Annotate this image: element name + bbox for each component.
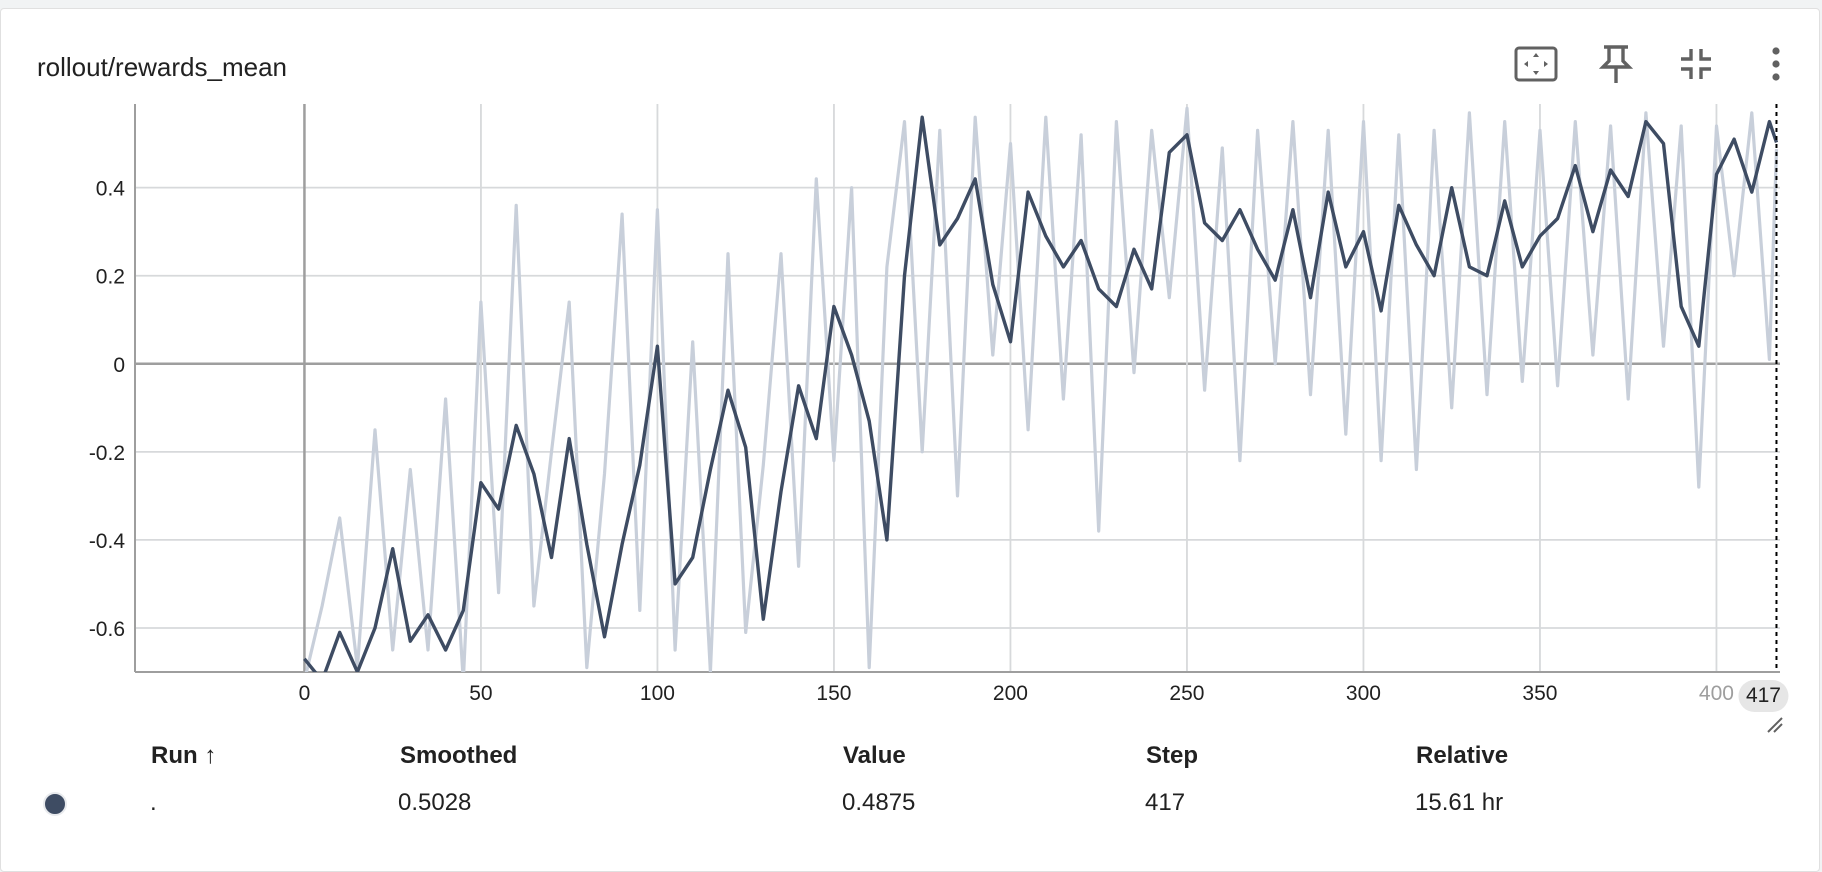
y-tick-label: 0 bbox=[113, 354, 125, 377]
x-tick-label: 150 bbox=[816, 682, 851, 705]
y-tick-label: -0.6 bbox=[89, 618, 125, 641]
header-value[interactable]: Value bbox=[843, 742, 906, 769]
pin-card-button[interactable] bbox=[1591, 39, 1641, 89]
fit-domain-button[interactable] bbox=[1511, 39, 1561, 89]
more-vert-icon bbox=[1772, 47, 1780, 81]
y-tick-label: -0.4 bbox=[89, 530, 126, 553]
run-color-swatch bbox=[43, 792, 67, 816]
x-tick-label: 100 bbox=[640, 682, 675, 705]
resize-handle-icon bbox=[1767, 717, 1783, 733]
x-tick-label: 250 bbox=[1169, 682, 1204, 705]
cell-step: 417 bbox=[1145, 789, 1186, 816]
header-step[interactable]: Step bbox=[1146, 742, 1199, 769]
header-run[interactable]: Run ↑ bbox=[151, 742, 217, 769]
cell-relative: 15.61 hr bbox=[1415, 789, 1504, 816]
hover-step-label: 417 bbox=[1746, 684, 1781, 707]
y-tick-label: -0.2 bbox=[89, 442, 125, 465]
collapse-card-button[interactable] bbox=[1671, 39, 1721, 89]
x-tick-label: 200 bbox=[993, 682, 1028, 705]
x-tick-label: 300 bbox=[1346, 682, 1381, 705]
x-tick-label: 0 bbox=[299, 682, 311, 705]
cell-smoothed: 0.5028 bbox=[398, 789, 472, 816]
x-tick-label: 400 bbox=[1699, 682, 1734, 705]
line-chart[interactable]: -0.6 -0.4 -0.2 0 0.2 0.4 0 50 100 150 200 250 300 350… bbox=[0, 0, 1822, 760]
header-smoothed[interactable]: Smoothed bbox=[400, 742, 518, 769]
card-title: rollout/rewards_mean bbox=[37, 52, 288, 82]
fit-domain-icon bbox=[1514, 46, 1558, 82]
y-tick-label: 0.4 bbox=[96, 178, 126, 201]
smoothed-series-line bbox=[303, 115, 1779, 672]
more-options-button[interactable] bbox=[1751, 39, 1801, 89]
header-relative[interactable]: Relative bbox=[1416, 742, 1509, 769]
cell-value: 0.4875 bbox=[842, 789, 916, 816]
x-tick-label: 50 bbox=[469, 682, 492, 705]
collapse-icon bbox=[1681, 49, 1711, 79]
hover-step-badge bbox=[1738, 680, 1789, 712]
cell-run: . bbox=[150, 789, 157, 816]
x-tick-label: 350 bbox=[1522, 682, 1557, 705]
pin-icon bbox=[1599, 45, 1633, 83]
y-tick-label: 0.2 bbox=[96, 266, 125, 289]
raw-series-line bbox=[304, 106, 1779, 672]
